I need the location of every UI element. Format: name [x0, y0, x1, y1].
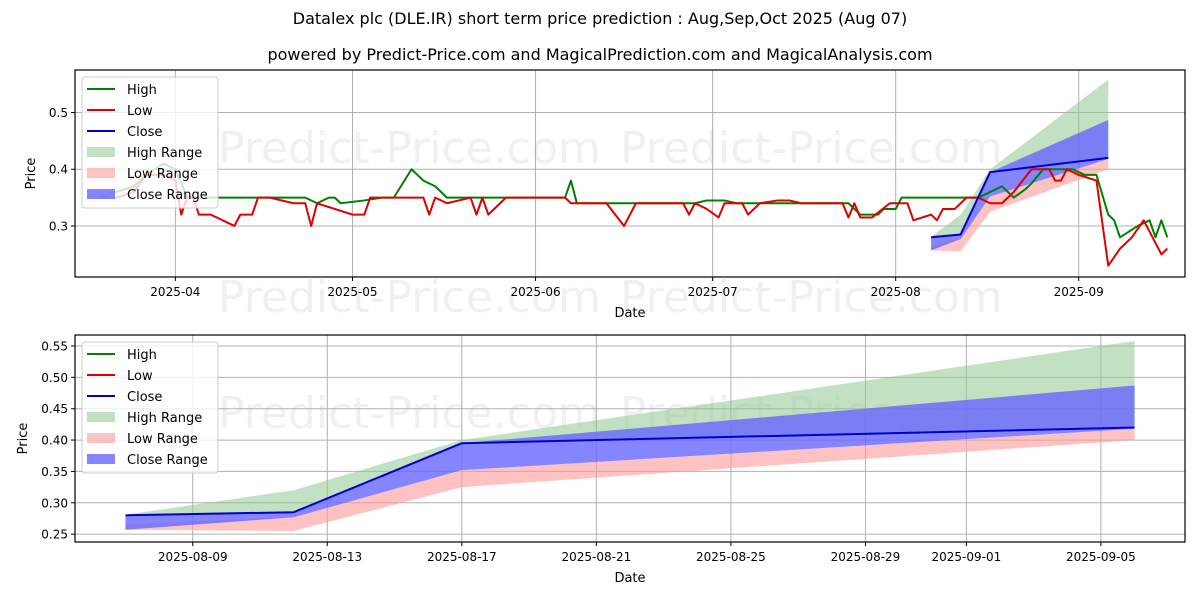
legend-item-high-range: High Range: [87, 411, 202, 426]
close-line: [125, 426, 1135, 517]
chart-subtitle: powered by Predict-Price.com and Magical…: [267, 45, 933, 64]
svg-text:2025-08-21: 2025-08-21: [561, 550, 631, 564]
legend: High Low Close High Range Low Range Close Ran…: [81, 76, 219, 209]
legend-item-close-range: Close Range: [87, 188, 208, 203]
svg-text:Predict-Price.com: Predict-Price.com: [620, 272, 1003, 323]
svg-text:High Range: High Range: [127, 146, 202, 161]
top-price-chart: Predict-Price.com Predict-Price.com Predic…: [24, 69, 1186, 323]
svg-text:Predict-Price.com: Predict-Price.com: [218, 123, 601, 174]
svg-text:Predict-Price.com: Predict-Price.com: [218, 272, 601, 323]
svg-text:0.3: 0.3: [49, 219, 68, 233]
svg-text:2025-08-13: 2025-08-13: [292, 550, 362, 564]
svg-text:Low: Low: [127, 369, 153, 384]
x-axis-label: Date: [614, 306, 645, 321]
svg-text:Low: Low: [127, 104, 153, 119]
svg-text:Close: Close: [127, 125, 162, 140]
svg-text:2025-07: 2025-07: [688, 285, 738, 299]
y-axis-ticks: 0.3 0.4 0.5: [49, 106, 75, 233]
svg-text:0.55: 0.55: [41, 339, 68, 353]
svg-text:2025-08-17: 2025-08-17: [427, 550, 497, 564]
y-axis-ticks: 0.25 0.30 0.35 0.40 0.45 0.50 0.55: [41, 339, 75, 542]
y-axis-label: Price: [16, 423, 31, 455]
legend-item-close: Close: [87, 125, 162, 140]
legend: High Low Close High Range Low Range Close Ran…: [81, 341, 219, 474]
x-axis-ticks: 2025-04 2025-05 2025-06 2025-07 2025-08 2025-…: [150, 277, 1104, 299]
svg-text:Close Range: Close Range: [127, 453, 208, 468]
low-line: [98, 168, 1168, 267]
svg-text:Predict-Price.com: Predict-Price.com: [620, 123, 1003, 174]
svg-text:0.45: 0.45: [41, 402, 68, 416]
legend-item-high: High: [87, 348, 157, 363]
legend-item-low-range: Low Range: [87, 167, 198, 182]
low-range-band: [931, 159, 1109, 252]
svg-text:2025-08-29: 2025-08-29: [831, 550, 901, 564]
x-axis-ticks: 2025-08-09 2025-08-13 2025-08-17 2025-08-21…: [158, 542, 1136, 564]
svg-text:Close: Close: [127, 390, 162, 405]
svg-text:0.4: 0.4: [49, 163, 68, 177]
svg-text:2025-09-01: 2025-09-01: [931, 550, 1001, 564]
legend-item-high-range: High Range: [87, 146, 202, 161]
svg-text:Low Range: Low Range: [127, 167, 198, 182]
axes-frame: [74, 69, 1186, 278]
legend-item-high: High: [87, 83, 157, 98]
svg-text:2025-08-25: 2025-08-25: [696, 550, 766, 564]
y-axis-label: Price: [24, 158, 39, 190]
svg-text:High Range: High Range: [127, 411, 202, 426]
svg-text:2025-04: 2025-04: [150, 285, 200, 299]
legend-item-low: Low: [87, 369, 153, 384]
chart-title: Datalex plc (DLE.IR) short term price pr…: [292, 9, 908, 28]
svg-text:0.40: 0.40: [41, 434, 68, 448]
svg-text:Close Range: Close Range: [127, 188, 208, 203]
svg-text:Low Range: Low Range: [127, 432, 198, 447]
svg-text:0.35: 0.35: [41, 465, 68, 479]
watermark: Predict-Price.com Predict-Price.com Predic…: [218, 123, 1003, 323]
low-range-band: [125, 428, 1135, 532]
svg-text:2025-08: 2025-08: [871, 285, 921, 299]
svg-text:2025-06: 2025-06: [510, 285, 560, 299]
x-axis-label: Date: [614, 571, 645, 586]
svg-text:2025-05: 2025-05: [327, 285, 377, 299]
svg-text:0.25: 0.25: [41, 528, 68, 542]
legend-item-low-range: Low Range: [87, 432, 198, 447]
svg-text:0.30: 0.30: [41, 496, 68, 510]
axes-frame: [74, 334, 1186, 543]
svg-text:2025-09: 2025-09: [1054, 285, 1104, 299]
high-range-band: [125, 340, 1135, 516]
svg-text:High: High: [127, 348, 157, 363]
svg-text:High: High: [127, 83, 157, 98]
svg-text:0.5: 0.5: [49, 106, 68, 120]
legend-item-close-range: Close Range: [87, 453, 208, 468]
svg-text:2025-08-09: 2025-08-09: [158, 550, 228, 564]
bottom-forecast-chart: Predict-Price.comPredict-Price.com2025-0…: [16, 334, 1186, 586]
close-line: [931, 156, 1109, 239]
legend-item-close: Close: [87, 390, 162, 405]
legend-item-low: Low: [87, 104, 153, 119]
svg-text:2025-09-05: 2025-09-05: [1066, 550, 1136, 564]
svg-text:0.50: 0.50: [41, 371, 68, 385]
close-range-band: [125, 385, 1135, 530]
